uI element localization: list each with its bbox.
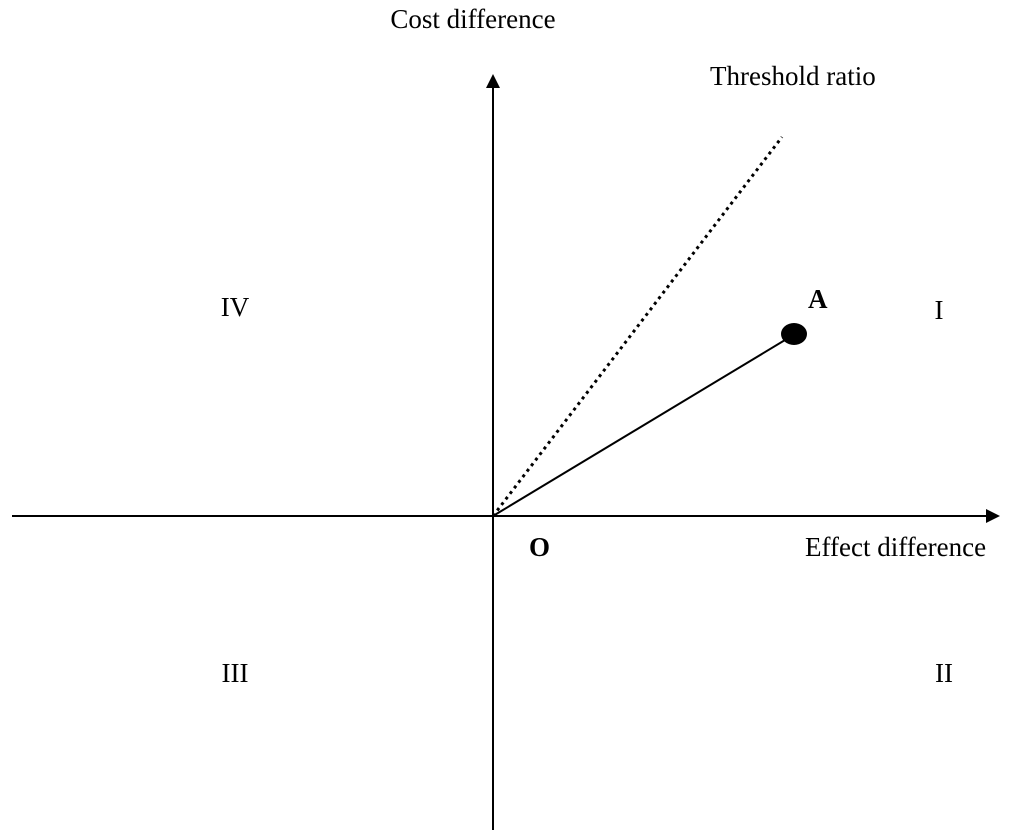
threshold-label: Threshold ratio: [710, 61, 876, 91]
point-label: A: [808, 284, 828, 314]
quadrant-label: II: [935, 658, 953, 688]
threshold-line: [491, 136, 784, 517]
quadrant-label: III: [222, 658, 249, 688]
point: [781, 323, 807, 345]
origin-label: O: [529, 532, 550, 562]
y-axis-label: Cost difference: [390, 4, 555, 34]
x-axis-label: Effect difference: [805, 532, 986, 562]
quadrant-label: I: [935, 295, 944, 325]
quadrant-label: IV: [221, 292, 250, 322]
ratio-line: [492, 336, 791, 517]
